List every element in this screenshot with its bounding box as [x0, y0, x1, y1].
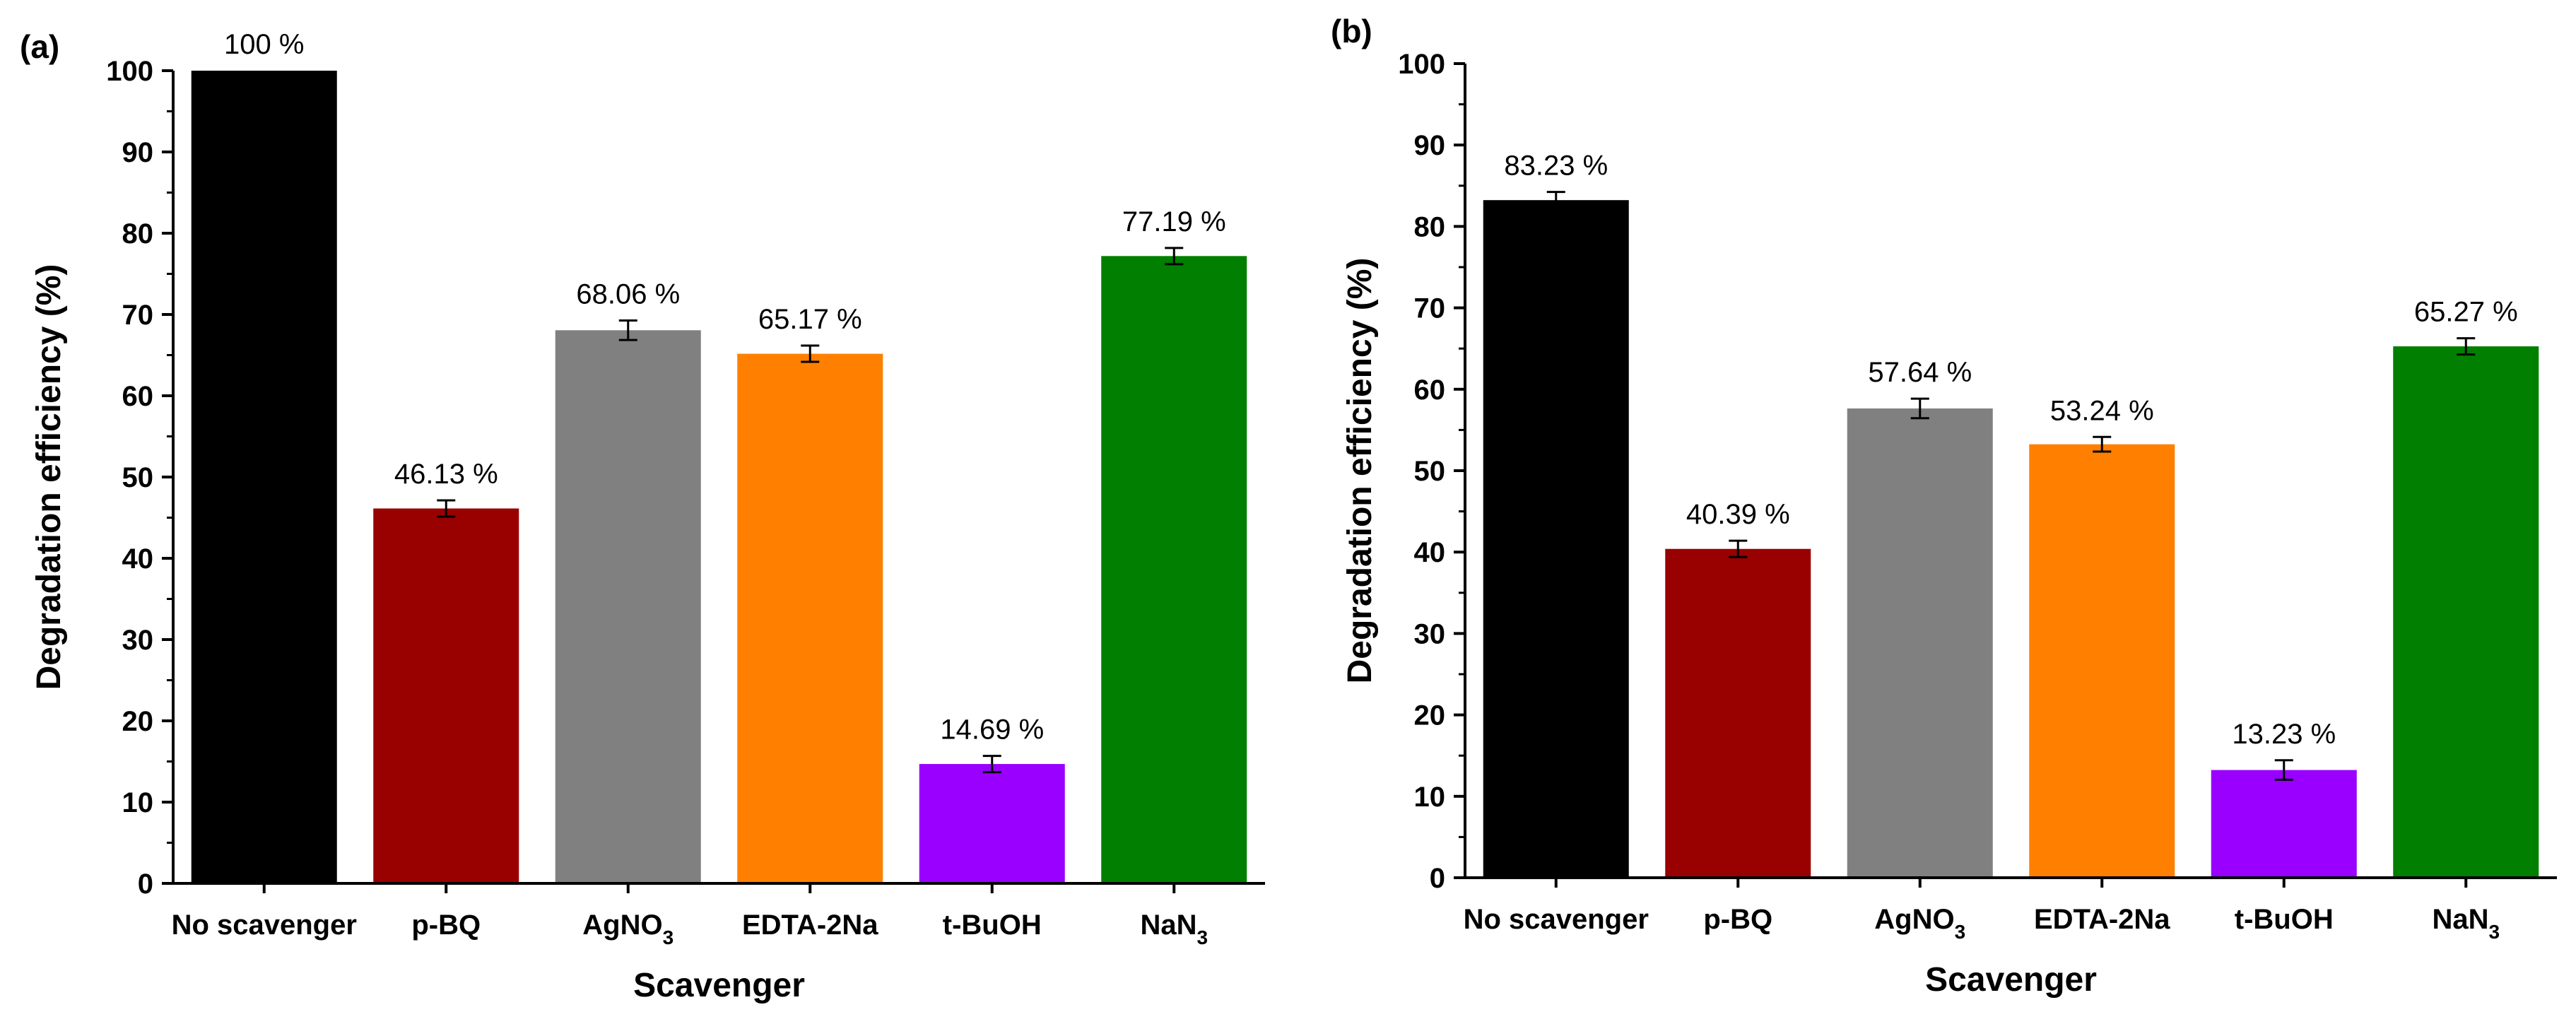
y-tick-label: 60: [1414, 375, 1446, 406]
y-tick-label: 50: [1414, 456, 1446, 487]
y-tick-label: 30: [122, 625, 154, 656]
x-axis-title: Scavenger: [1925, 961, 2097, 999]
data-label: 13.23 %: [2232, 719, 2336, 750]
data-label: 100 %: [224, 29, 304, 60]
x-tick-label: No scavenger: [1464, 904, 1649, 935]
data-label: 77.19 %: [1122, 206, 1226, 237]
y-axis-title: Degradation efficiency (%): [30, 264, 68, 690]
error-bar: [1165, 247, 1184, 266]
data-label: 40.39 %: [1686, 499, 1790, 530]
x-tick-label: NaN3: [1140, 910, 1208, 948]
y-tick-label: 80: [122, 218, 154, 249]
x-tick-label: No scavenger: [172, 910, 357, 941]
y-tick-label: 20: [122, 706, 154, 737]
error-bar: [1729, 539, 1748, 558]
error-bar: [437, 499, 456, 518]
y-tick-label: 0: [138, 869, 153, 900]
y-axis-title: Degradation efficiency (%): [1341, 258, 1379, 684]
y-tick-label: 100: [106, 56, 153, 87]
x-axis-title: Scavenger: [633, 967, 805, 1004]
error-bar: [2457, 337, 2476, 356]
bar: [1847, 408, 1993, 878]
panel-label: (b): [1331, 13, 1372, 49]
bar: [1101, 256, 1247, 883]
data-label: 57.64 %: [1868, 357, 1972, 388]
bar: [1665, 548, 1811, 878]
error-bar: [618, 319, 637, 341]
x-tick-label: t-BuOH: [943, 910, 1042, 941]
bar: [373, 508, 519, 883]
data-label: 14.69 %: [940, 714, 1044, 746]
y-tick-label: 90: [122, 137, 154, 168]
x-tick-label: t-BuOH: [2235, 904, 2334, 935]
y-tick-label: 20: [1414, 700, 1446, 731]
data-label: 53.24 %: [2050, 395, 2154, 426]
data-label: 65.27 %: [2414, 297, 2518, 328]
y-tick-label: 90: [1414, 130, 1446, 161]
x-tick-label: EDTA-2Na: [742, 910, 878, 941]
y-tick-label: 10: [122, 787, 154, 818]
x-tick-label: NaN3: [2432, 904, 2500, 943]
bar: [2211, 770, 2357, 878]
bar: [737, 353, 883, 883]
error-bar: [2093, 435, 2112, 453]
data-label: 46.13 %: [394, 459, 498, 490]
error-bar: [1546, 191, 1565, 210]
y-tick-label: 60: [122, 381, 154, 412]
bar: [1483, 200, 1629, 878]
y-tick-label: 80: [1414, 211, 1446, 242]
error-bar: [1910, 397, 1929, 420]
y-tick-label: 70: [122, 300, 154, 331]
error-bar: [2274, 759, 2293, 781]
data-label: 65.17 %: [758, 304, 862, 335]
error-bar: [982, 755, 1001, 774]
data-label: 83.23 %: [1504, 151, 1608, 182]
bar: [2393, 346, 2539, 878]
y-tick-label: 100: [1398, 49, 1445, 80]
x-tick-label: p-BQ: [1703, 904, 1772, 935]
panel-a-chart: (a) 100 % No scavenger 46.13 % p-BQ 68.06 % Ag…: [20, 28, 1265, 1004]
error-bar: [801, 344, 820, 363]
bar: [919, 764, 1065, 883]
x-tick-label: AgNO3: [1874, 904, 1965, 943]
bar: [191, 71, 337, 883]
panel-b-chart: (b) 83.23 % No scavenger 40.39 % p-BQ 57.64 %…: [1331, 13, 2557, 999]
y-tick-label: 40: [122, 543, 154, 575]
x-tick-label: AgNO3: [582, 910, 674, 948]
y-tick-label: 10: [1414, 782, 1446, 813]
y-tick-label: 0: [1430, 863, 1445, 894]
x-tick-label: p-BQ: [411, 910, 481, 941]
panel-label: (a): [20, 28, 59, 65]
y-tick-label: 70: [1414, 293, 1446, 324]
data-label: 68.06 %: [576, 279, 680, 310]
x-tick-label: EDTA-2Na: [2034, 904, 2170, 935]
y-tick-label: 40: [1414, 537, 1446, 568]
y-tick-label: 30: [1414, 618, 1446, 649]
bar: [555, 330, 701, 883]
y-tick-label: 50: [122, 462, 154, 493]
bar: [2029, 444, 2175, 878]
